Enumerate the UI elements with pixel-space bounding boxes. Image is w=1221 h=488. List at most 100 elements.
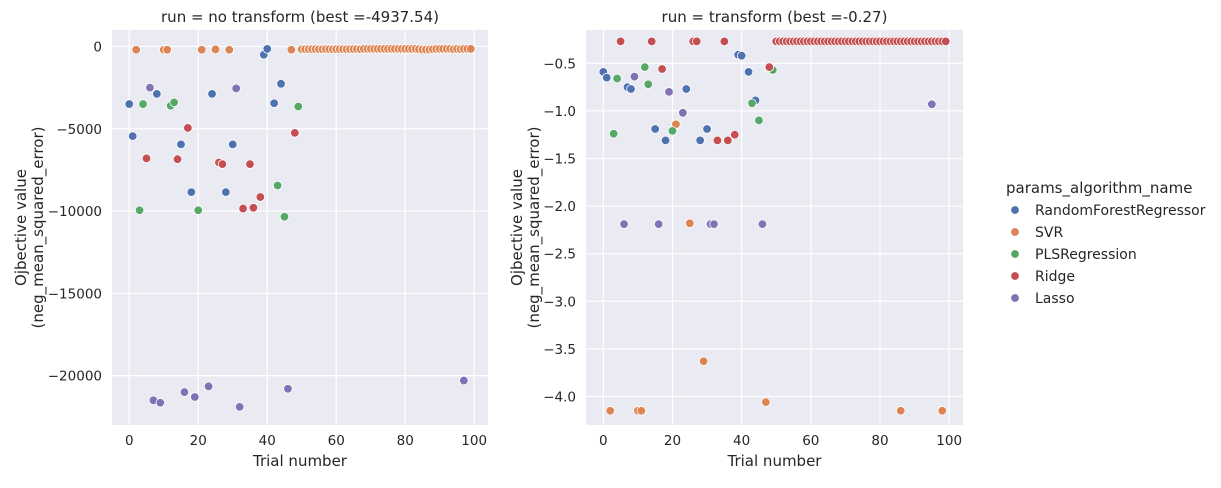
data-point xyxy=(290,128,300,138)
data-point xyxy=(179,387,190,397)
data-point xyxy=(207,89,217,99)
data-point xyxy=(757,219,768,229)
data-point xyxy=(186,187,197,197)
data-point xyxy=(176,139,186,150)
plot-area xyxy=(586,30,963,425)
data-point xyxy=(203,381,214,392)
data-point xyxy=(650,124,660,134)
data-point xyxy=(678,108,688,118)
legend-item: SVR xyxy=(1010,225,1063,241)
series-svr xyxy=(131,44,476,55)
y-tick-label: −2.5 xyxy=(543,247,576,263)
data-point xyxy=(238,203,248,214)
data-point xyxy=(217,159,228,169)
x-tick-label: 0 xyxy=(599,433,608,449)
data-point xyxy=(162,45,172,55)
data-point xyxy=(605,406,615,416)
data-point xyxy=(941,36,951,47)
series-plsregression xyxy=(134,97,303,222)
y-tick-label: −10000 xyxy=(48,204,102,220)
data-point xyxy=(712,135,723,146)
legend-marker xyxy=(1010,205,1020,215)
data-point xyxy=(248,203,259,213)
data-point xyxy=(619,219,629,229)
y-tick-label: −1.5 xyxy=(543,151,576,167)
y-tick-label: −5000 xyxy=(56,122,102,138)
data-point xyxy=(127,131,138,141)
y-tick-label: −20000 xyxy=(48,369,102,385)
panel-title: run = no transform (best =-4937.54) xyxy=(161,8,439,26)
data-point xyxy=(172,154,183,164)
data-point xyxy=(761,397,771,407)
panel-title: run = transform (best =-0.27) xyxy=(662,8,888,26)
data-point xyxy=(131,45,141,55)
data-point xyxy=(896,406,906,416)
panel-transform: 0 20 40 60 80 100 −0.5 −1.0 −1.5 −2.0 −2.5 −3.0 −3.5… xyxy=(508,8,963,470)
data-point xyxy=(702,124,712,134)
legend-label: Lasso xyxy=(1035,291,1075,307)
data-point xyxy=(664,87,674,97)
data-point xyxy=(937,406,947,416)
legend-marker xyxy=(1010,227,1020,237)
data-point xyxy=(653,219,664,229)
y-tick-label: −3.5 xyxy=(543,342,576,358)
series-plsregression xyxy=(608,62,778,139)
x-tick-label: 40 xyxy=(733,433,750,449)
x-tick-label: 40 xyxy=(259,433,276,449)
data-point xyxy=(695,135,705,146)
data-point xyxy=(293,101,303,112)
legend-marker xyxy=(1010,271,1020,281)
data-point xyxy=(691,36,702,47)
y-tick-label: −3.0 xyxy=(543,294,576,310)
data-point xyxy=(743,67,754,77)
data-point xyxy=(124,99,134,109)
legend-label: PLSRegression xyxy=(1035,247,1137,263)
data-point xyxy=(466,44,476,54)
data-point xyxy=(612,73,622,84)
data-point xyxy=(643,79,653,89)
x-tick-label: 100 xyxy=(461,433,487,449)
panel-no-transform: 0 20 40 60 80 100 0 −5000 −10000 −15000 −20000 run … xyxy=(12,8,488,470)
x-tick-label: 20 xyxy=(664,433,681,449)
series-lasso xyxy=(619,71,937,229)
data-point xyxy=(629,71,640,82)
legend-item: PLSRegression xyxy=(1010,247,1137,263)
series-svr xyxy=(605,63,947,416)
data-point xyxy=(927,99,937,109)
data-point xyxy=(155,398,165,408)
y-axis-label: Ojbective value(neg_mean_squared_error) xyxy=(508,127,544,329)
data-point xyxy=(615,36,626,47)
data-point xyxy=(190,392,200,402)
data-point xyxy=(272,180,283,191)
data-point xyxy=(681,84,692,94)
data-point xyxy=(685,218,695,228)
y-axis-label: Ojbective value(neg_mean_squared_error) xyxy=(12,127,48,329)
data-point xyxy=(723,135,733,146)
data-point xyxy=(660,135,671,146)
data-point xyxy=(245,159,255,169)
data-point xyxy=(709,219,719,229)
series-ridge xyxy=(615,36,951,146)
data-point xyxy=(608,129,619,139)
x-tick-label: 0 xyxy=(125,433,134,449)
x-tick-label: 80 xyxy=(397,433,414,449)
data-point xyxy=(698,356,709,366)
x-axis-label: Trial number xyxy=(727,452,823,470)
legend: params_algorithm_name RandomForestRegres… xyxy=(1006,179,1206,307)
legend-item: Lasso xyxy=(1010,291,1075,307)
x-tick-label: 20 xyxy=(190,433,207,449)
legend-item: RandomForestRegressor xyxy=(1010,203,1206,219)
y-tick-label: −15000 xyxy=(48,286,102,302)
data-point xyxy=(276,79,286,89)
x-axis-label: Trial number xyxy=(252,452,348,470)
data-point xyxy=(196,45,207,55)
data-point xyxy=(141,153,152,164)
data-point xyxy=(169,97,179,108)
data-point xyxy=(228,139,238,150)
series-ridge xyxy=(141,123,300,214)
data-point xyxy=(719,36,730,47)
series-randomforestregressor xyxy=(598,50,761,146)
data-point xyxy=(145,82,155,93)
legend-items: RandomForestRegressor SVR PLSRegression Rid… xyxy=(1010,203,1206,307)
data-point xyxy=(134,205,145,215)
